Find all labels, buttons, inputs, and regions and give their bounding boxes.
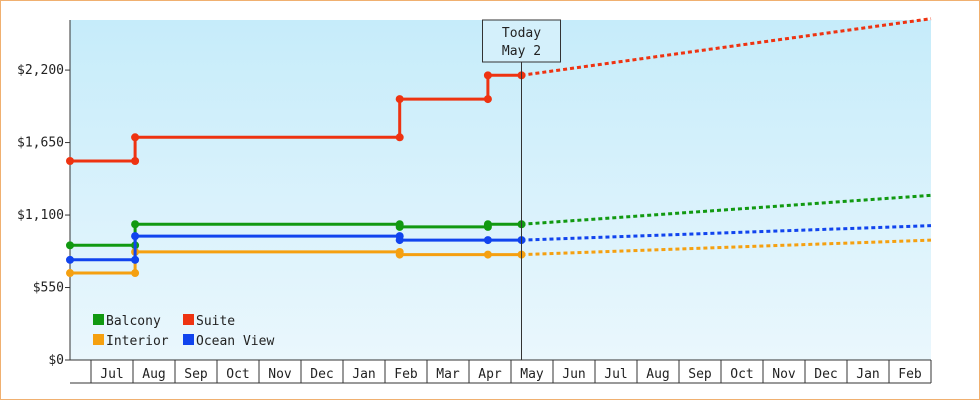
data-point [66, 157, 74, 166]
x-tick-label: Nov [268, 367, 292, 382]
data-point [395, 133, 404, 142]
forecast-line-ocean-view [521, 224, 932, 242]
x-tick-label: Feb [394, 367, 418, 382]
data-point [131, 255, 140, 264]
data-point [131, 220, 140, 229]
data-point [483, 250, 492, 259]
data-point [395, 250, 404, 259]
today-label: Today [502, 26, 541, 41]
legend-swatch [93, 314, 104, 325]
data-point [66, 269, 74, 278]
legend-label: Interior [106, 334, 169, 349]
x-tick-label: Aug [142, 367, 165, 382]
x-tick-label: Jan [856, 367, 879, 382]
x-tick-label: Mar [436, 367, 460, 382]
forecast-line-suite [521, 17, 932, 77]
x-tick-label: Jul [604, 367, 627, 382]
today-date: May 2 [502, 44, 541, 59]
legend-swatch [183, 314, 194, 325]
data-point [395, 95, 404, 104]
y-tick-label: $1,100 [17, 208, 64, 223]
data-point [131, 269, 140, 278]
x-tick-label: Feb [898, 367, 922, 382]
data-point [395, 222, 404, 231]
x-tick-label: Sep [184, 367, 208, 382]
forecast-line-interior [521, 238, 932, 257]
forecast-line-balcony [521, 193, 932, 226]
x-tick-label: Jan [352, 367, 375, 382]
y-tick-label: $0 [48, 353, 64, 368]
data-point [66, 255, 74, 264]
x-tick-label: Apr [478, 367, 502, 382]
x-tick-label: Oct [730, 367, 753, 382]
today-box [482, 19, 561, 63]
x-tick-label: Oct [226, 367, 249, 382]
legend-label: Suite [196, 314, 235, 329]
data-point [131, 133, 140, 142]
data-point [483, 71, 492, 80]
data-point [131, 232, 140, 241]
y-tick-label: $1,650 [17, 136, 64, 151]
x-tick-label: Aug [646, 367, 669, 382]
y-tick-label: $550 [33, 281, 64, 296]
x-tick-label: Dec [814, 367, 837, 382]
x-tick-label: Dec [310, 367, 333, 382]
data-point [483, 236, 492, 245]
x-tick-label: Jul [100, 367, 123, 382]
legend-label: Ocean View [196, 334, 274, 349]
data-point [395, 236, 404, 245]
data-point [131, 157, 140, 166]
x-tick-label: Nov [772, 367, 796, 382]
data-point [483, 95, 492, 104]
data-point [66, 241, 74, 250]
data-point [483, 220, 492, 229]
legend-swatch [93, 334, 104, 345]
x-tick-label: May [520, 367, 544, 382]
x-tick-label: Sep [688, 367, 712, 382]
legend-swatch [183, 334, 194, 345]
plot-area [70, 20, 931, 360]
y-tick-label: $2,200 [17, 63, 64, 78]
legend-label: Balcony [106, 314, 161, 329]
x-tick-label: Jun [562, 367, 585, 382]
